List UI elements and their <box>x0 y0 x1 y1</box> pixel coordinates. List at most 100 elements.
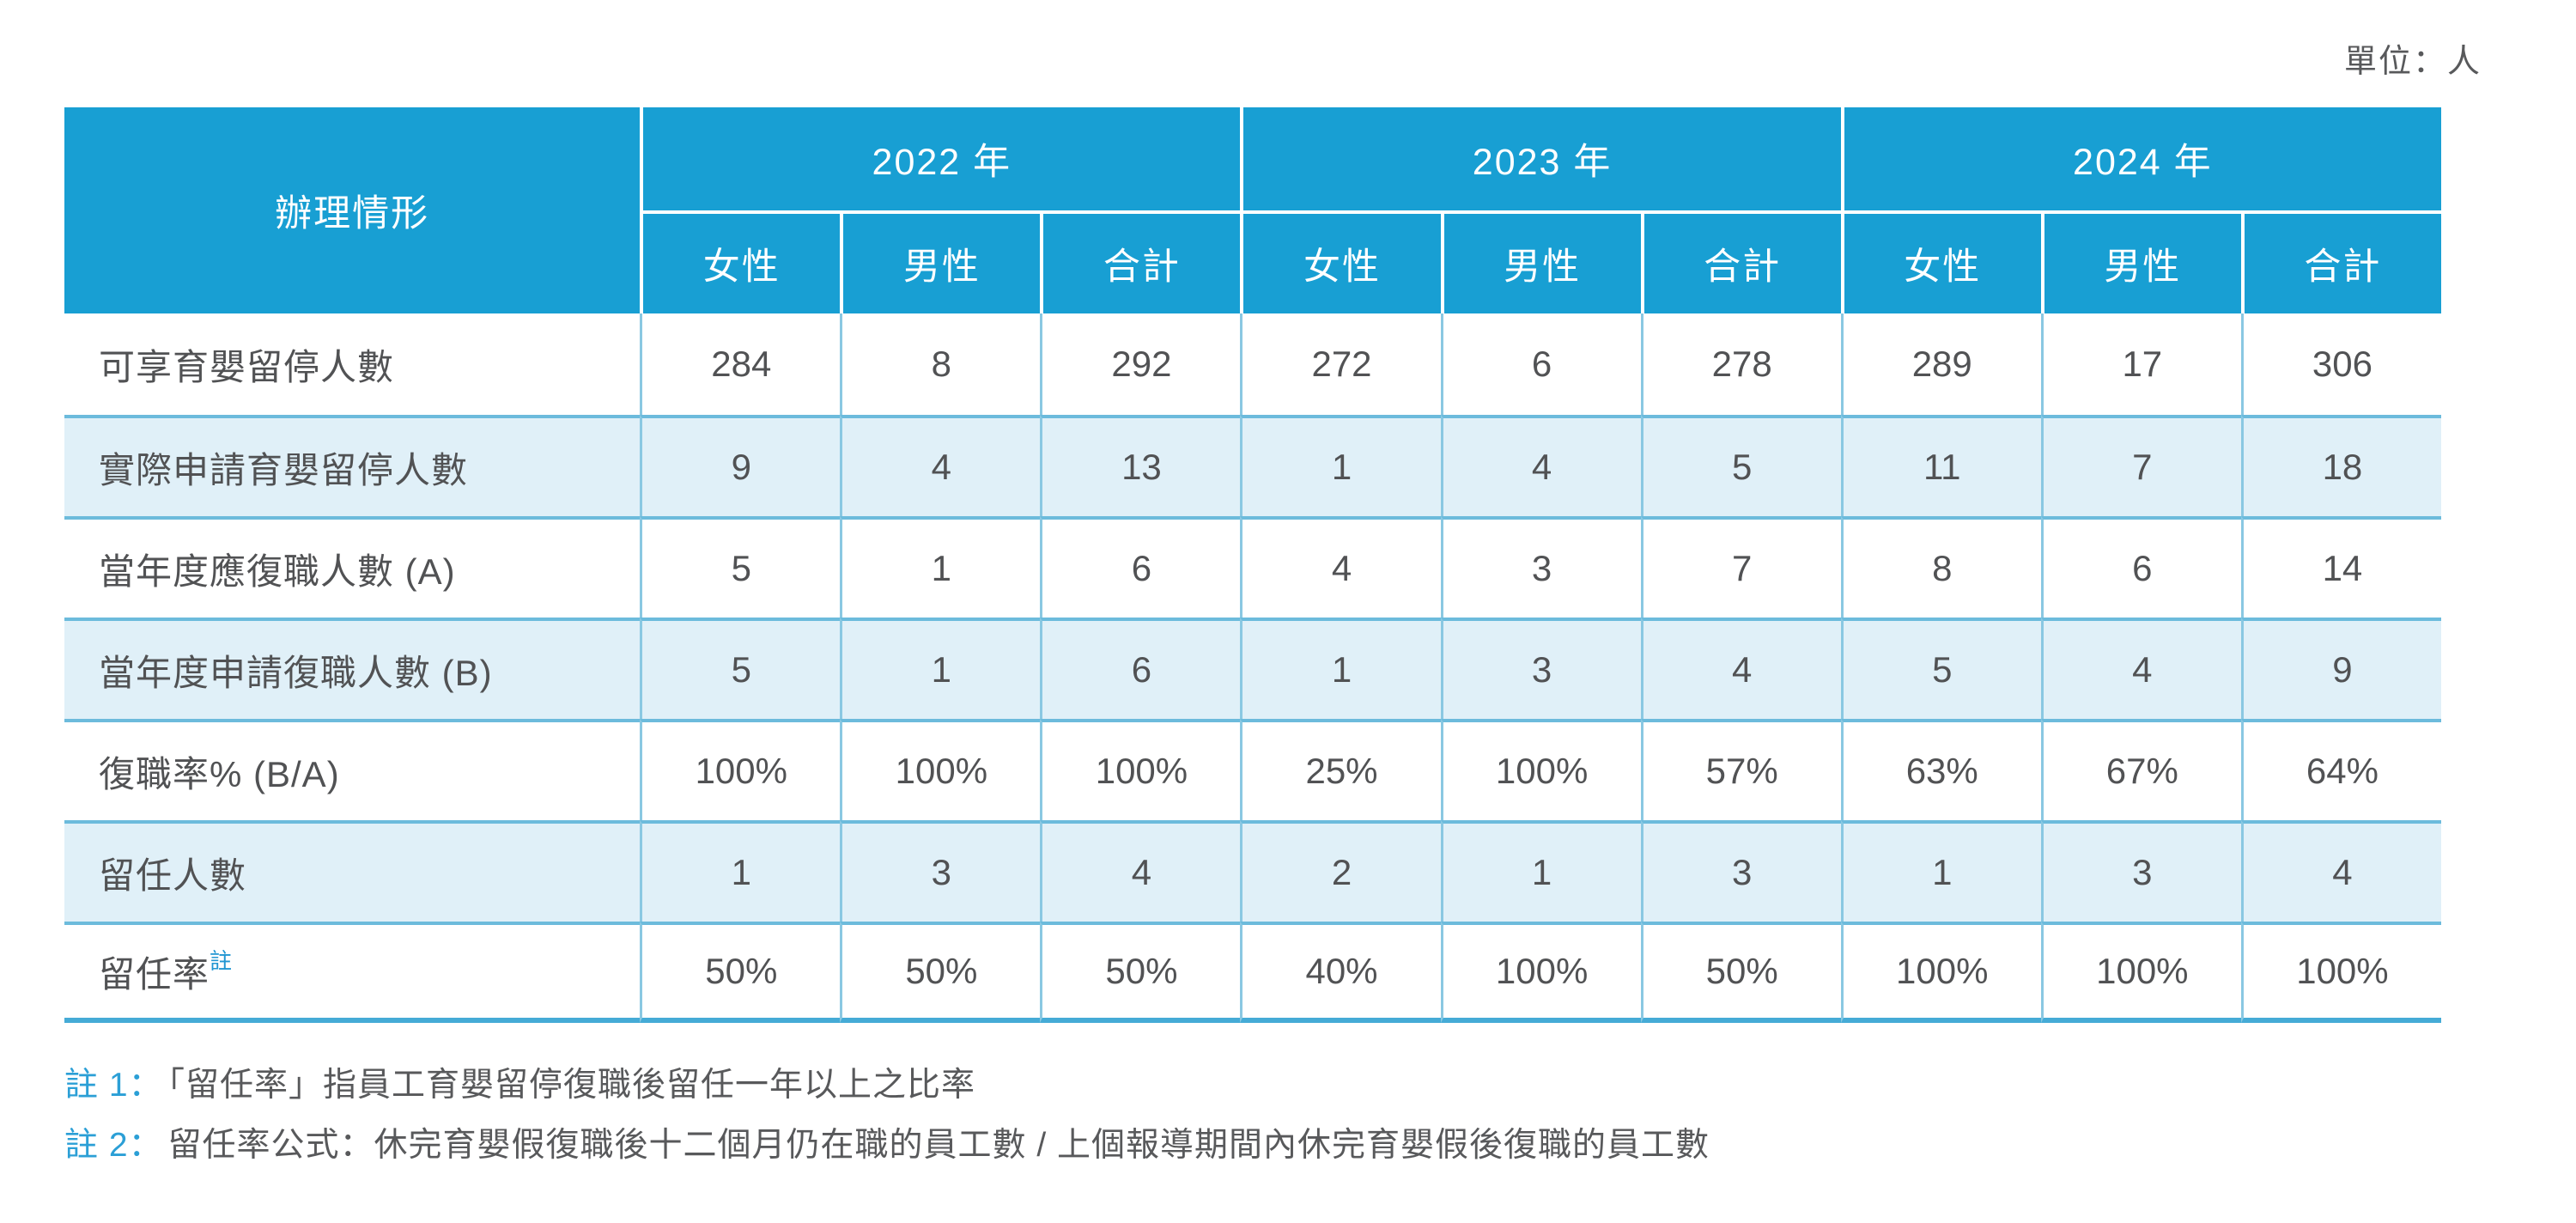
row-label: 當年度應復職人數 (A) <box>64 516 641 618</box>
value-cell: 100% <box>1040 719 1241 820</box>
table-row-applied: 實際申請育嬰留停人數 9 4 13 1 4 5 11 7 18 <box>64 415 2441 516</box>
value-cell: 5 <box>640 618 841 719</box>
value-cell: 306 <box>2240 313 2441 415</box>
value-cell: 50% <box>840 922 1041 1023</box>
corner-header: 辦理情形 <box>64 107 641 313</box>
value-cell: 9 <box>640 415 841 516</box>
subheader-male-2022: 男性 <box>840 210 1041 313</box>
value-cell: 7 <box>2040 415 2241 516</box>
footnote-2-text: 留任率公式：休完育嬰假復職後十二個月仍在職的員工數 / 上個報導期間內休完育嬰假… <box>167 1127 1710 1165</box>
table-row-expected-return: 當年度應復職人數 (A) 5 1 6 4 3 7 8 6 14 <box>64 516 2441 618</box>
page-content: 單位：人 辦理情形 2022 年 2023 年 2024 年 女性 男性 合計 … <box>64 0 2482 1176</box>
value-cell: 5 <box>640 516 841 618</box>
value-cell: 50% <box>1040 922 1241 1023</box>
value-cell: 4 <box>840 415 1041 516</box>
year-header-row: 辦理情形 2022 年 2023 年 2024 年 <box>64 107 2441 313</box>
value-cell: 1 <box>840 516 1041 618</box>
value-cell: 3 <box>1640 820 1841 922</box>
value-cell: 100% <box>2040 922 2241 1023</box>
value-cell: 6 <box>1440 313 1641 415</box>
value-cell: 3 <box>1440 516 1641 618</box>
value-cell: 17 <box>2040 313 2241 415</box>
subheader-total-2023: 合計 <box>1640 210 1841 313</box>
value-cell: 4 <box>1040 820 1241 922</box>
footnote-1-label: 註 1： <box>64 1067 163 1104</box>
year-header-2022: 2022 年 <box>640 107 1241 210</box>
value-cell: 11 <box>1840 415 2041 516</box>
footnote-1-text: 「留任率」指員工育嬰留停復職後留任一年以上之比率 <box>167 1067 976 1104</box>
value-cell: 1 <box>640 820 841 922</box>
value-cell: 100% <box>640 719 841 820</box>
value-cell: 292 <box>1040 313 1241 415</box>
footnote-marker: 註 <box>210 947 234 974</box>
row-label: 當年度申請復職人數 (B) <box>64 618 641 719</box>
value-cell: 1 <box>1840 820 2041 922</box>
value-cell: 3 <box>2040 820 2241 922</box>
value-cell: 2 <box>1240 820 1441 922</box>
value-cell: 278 <box>1640 313 1841 415</box>
value-cell: 18 <box>2240 415 2441 516</box>
subheader-total-2022: 合計 <box>1040 210 1241 313</box>
value-cell: 284 <box>640 313 841 415</box>
value-cell: 40% <box>1240 922 1441 1023</box>
value-cell: 1 <box>840 618 1041 719</box>
value-cell: 14 <box>2240 516 2441 618</box>
table-header: 辦理情形 2022 年 2023 年 2024 年 女性 男性 合計 女性 男性… <box>64 107 2441 313</box>
value-cell: 5 <box>1840 618 2041 719</box>
footnotes: 註 1： 「留任率」指員工育嬰留停復職後留任一年以上之比率 註 2： 留任率公式：休… <box>64 1056 2482 1176</box>
value-cell: 50% <box>1640 922 1841 1023</box>
row-label-text: 留任率 <box>99 953 210 995</box>
value-cell: 50% <box>640 922 841 1023</box>
table-row-applied-return: 當年度申請復職人數 (B) 5 1 6 1 3 4 5 4 9 <box>64 618 2441 719</box>
table-row-retained-count: 留任人數 1 3 4 2 1 3 1 3 4 <box>64 820 2441 922</box>
value-cell: 4 <box>1240 516 1441 618</box>
year-header-2024: 2024 年 <box>1840 107 2441 210</box>
value-cell: 1 <box>1240 415 1441 516</box>
value-cell: 64% <box>2240 719 2441 820</box>
footnote-1: 註 1： 「留任率」指員工育嬰留停復職後留任一年以上之比率 <box>64 1056 2482 1116</box>
value-cell: 100% <box>2240 922 2441 1023</box>
subheader-female-2024: 女性 <box>1840 210 2041 313</box>
value-cell: 25% <box>1240 719 1441 820</box>
value-cell: 100% <box>840 719 1041 820</box>
value-cell: 100% <box>1840 922 2041 1023</box>
table-row-eligible: 可享育嬰留停人數 284 8 292 272 6 278 289 17 306 <box>64 313 2441 415</box>
subheader-male-2024: 男性 <box>2040 210 2241 313</box>
row-label: 復職率% (B/A) <box>64 719 641 820</box>
value-cell: 100% <box>1440 922 1641 1023</box>
value-cell: 7 <box>1640 516 1841 618</box>
table-body: 可享育嬰留停人數 284 8 292 272 6 278 289 17 306 … <box>64 313 2441 1023</box>
value-cell: 289 <box>1840 313 2041 415</box>
footnote-2: 註 2： 留任率公式：休完育嬰假復職後十二個月仍在職的員工數 / 上個報導期間內休… <box>64 1116 2482 1176</box>
value-cell: 272 <box>1240 313 1441 415</box>
value-cell: 6 <box>1040 618 1241 719</box>
unit-label: 單位：人 <box>2343 44 2482 80</box>
value-cell: 8 <box>1840 516 2041 618</box>
table-row-return-rate: 復職率% (B/A) 100% 100% 100% 25% 100% 57% 6… <box>64 719 2441 820</box>
subheader-female-2023: 女性 <box>1240 210 1441 313</box>
value-cell: 57% <box>1640 719 1841 820</box>
parental-leave-table: 辦理情形 2022 年 2023 年 2024 年 女性 男性 合計 女性 男性… <box>64 107 2441 1023</box>
value-cell: 63% <box>1840 719 2041 820</box>
row-label: 留任率註 <box>64 922 641 1023</box>
value-cell: 67% <box>2040 719 2241 820</box>
subheader-female-2022: 女性 <box>640 210 841 313</box>
value-cell: 100% <box>1440 719 1641 820</box>
row-label: 留任人數 <box>64 820 641 922</box>
row-label: 實際申請育嬰留停人數 <box>64 415 641 516</box>
value-cell: 5 <box>1640 415 1841 516</box>
value-cell: 4 <box>1640 618 1841 719</box>
value-cell: 6 <box>2040 516 2241 618</box>
value-cell: 13 <box>1040 415 1241 516</box>
footnote-2-label: 註 2： <box>64 1127 163 1165</box>
value-cell: 4 <box>1440 415 1641 516</box>
subheader-total-2024: 合計 <box>2240 210 2441 313</box>
value-cell: 1 <box>1440 820 1641 922</box>
value-cell: 9 <box>2240 618 2441 719</box>
table-row-retention-rate: 留任率註 50% 50% 50% 40% 100% 50% 100% 100% … <box>64 922 2441 1023</box>
value-cell: 6 <box>1040 516 1241 618</box>
value-cell: 3 <box>1440 618 1641 719</box>
value-cell: 4 <box>2240 820 2441 922</box>
value-cell: 3 <box>840 820 1041 922</box>
gender-header-row: 女性 男性 合計 女性 男性 合計 女性 男性 合計 <box>64 210 2441 313</box>
